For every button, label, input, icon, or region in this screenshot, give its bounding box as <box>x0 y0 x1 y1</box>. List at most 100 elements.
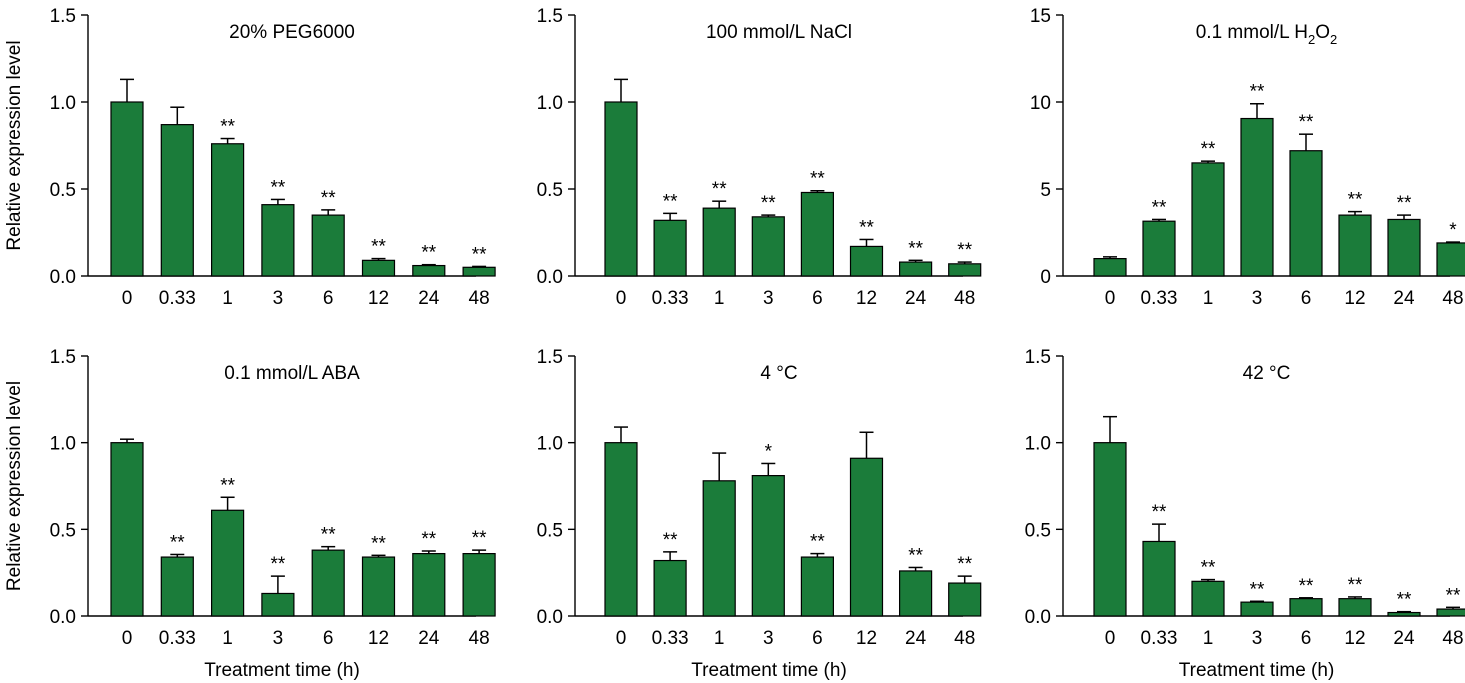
significance-label: ** <box>1397 193 1412 214</box>
bar <box>800 556 835 617</box>
y-tick-label: 0.5 <box>50 520 76 541</box>
x-tick-label: 1 <box>714 628 725 649</box>
bar <box>1142 220 1176 277</box>
x-tick-label: 48 <box>954 288 975 309</box>
y-tick-label: 1.0 <box>537 434 563 455</box>
x-tick-label: 0 <box>616 288 627 309</box>
bar <box>1191 162 1225 277</box>
bar <box>261 204 295 277</box>
significance-label: ** <box>371 533 386 554</box>
x-tick-label: 48 <box>469 288 490 309</box>
bar <box>1436 608 1465 617</box>
x-axis-title: Treatment time (h) <box>204 660 360 681</box>
x-tick-label: 24 <box>905 628 927 649</box>
significance-label: ** <box>712 179 727 200</box>
bar <box>1093 258 1127 277</box>
x-tick-label: 12 <box>368 628 389 649</box>
x-tick-label: 0.33 <box>1141 288 1178 309</box>
x-tick-label: 12 <box>1344 288 1365 309</box>
x-tick-label: 6 <box>323 288 334 309</box>
chart-panel-5: 0.0 0.5 1.0 1.5 0 ** 0.33 1 * 3 ** 6 12 ** 24 ** 48 4 °C T… <box>537 347 982 681</box>
x-tick-label: 6 <box>812 288 823 309</box>
bar <box>849 245 884 277</box>
x-tick-label: 3 <box>763 288 774 309</box>
x-tick-label: 24 <box>1393 288 1415 309</box>
y-axis-title: Relative expression level <box>4 381 25 591</box>
x-tick-label: 3 <box>763 628 774 649</box>
bar <box>462 266 496 277</box>
significance-label: ** <box>1446 585 1461 606</box>
significance-label: ** <box>810 169 825 190</box>
significance-label: ** <box>1201 558 1216 579</box>
significance-label: ** <box>472 244 487 265</box>
bar <box>1436 242 1465 277</box>
y-tick-label: 10 <box>1030 93 1051 114</box>
bar <box>1240 601 1274 617</box>
significance-label: ** <box>371 237 386 258</box>
x-tick-label: 6 <box>1301 628 1312 649</box>
x-tick-label: 3 <box>1252 288 1263 309</box>
y-tick-label: 1.5 <box>537 6 563 27</box>
significance-label: ** <box>1348 190 1363 211</box>
bar <box>948 263 982 277</box>
significance-label: ** <box>1299 576 1314 597</box>
significance-label: ** <box>1250 82 1265 103</box>
significance-label: ** <box>859 217 874 238</box>
significance-label: ** <box>271 554 286 575</box>
y-axis-title: Relative expression level <box>4 40 25 250</box>
chart-panel-4: 0.0 0.5 1.0 1.5 0 ** 0.33 ** 1 ** 3 ** 6 ** 12 ** 24 ** 48… <box>4 347 496 681</box>
significance-label: ** <box>421 529 436 550</box>
bar <box>948 582 982 617</box>
x-tick-label: 0 <box>1105 628 1116 649</box>
x-tick-label: 3 <box>1252 628 1263 649</box>
x-tick-label: 3 <box>273 288 284 309</box>
bar <box>211 509 245 617</box>
y-tick-label: 0.5 <box>1025 520 1051 541</box>
significance-label: ** <box>170 532 185 553</box>
significance-label: ** <box>271 177 286 198</box>
bar <box>898 261 933 277</box>
significance-label: ** <box>663 530 678 551</box>
chart-title: 4 °C <box>760 363 797 384</box>
bar <box>361 556 396 617</box>
y-tick-label: 0.0 <box>537 607 563 628</box>
y-tick-label: 15 <box>1030 6 1051 27</box>
y-tick-label: 0.0 <box>50 267 76 288</box>
chart-title: 20% PEG6000 <box>229 22 355 43</box>
chart-title: 0.1 mmol/L H2O2 <box>1196 22 1338 47</box>
bar <box>702 207 736 277</box>
x-tick-label: 24 <box>418 288 440 309</box>
significance-label: ** <box>1152 502 1167 523</box>
x-tick-label: 0.33 <box>1141 628 1178 649</box>
x-tick-label: 0.33 <box>652 288 689 309</box>
significance-label: ** <box>321 188 336 209</box>
x-tick-label: 12 <box>1344 628 1365 649</box>
x-tick-label: 1 <box>222 628 233 649</box>
significance-label: ** <box>663 191 678 212</box>
bar <box>160 124 194 277</box>
x-tick-label: 48 <box>469 628 490 649</box>
bar <box>800 191 835 277</box>
significance-label: ** <box>908 238 923 259</box>
bar <box>604 442 638 617</box>
bar <box>1387 611 1421 617</box>
x-tick-label: 0.33 <box>159 288 196 309</box>
y-tick-label: 1.0 <box>50 93 76 114</box>
bar <box>1338 214 1372 277</box>
y-tick-label: 0 <box>1040 267 1051 288</box>
bar <box>361 259 396 277</box>
x-tick-label: 24 <box>418 628 440 649</box>
y-tick-label: 1.5 <box>537 347 563 368</box>
x-tick-label: 0 <box>1105 288 1116 309</box>
bar <box>702 480 736 617</box>
x-axis-title: Treatment time (h) <box>691 660 847 681</box>
significance-label: ** <box>1348 575 1363 596</box>
bar <box>1289 150 1323 277</box>
significance-label: ** <box>810 532 825 553</box>
bar <box>412 552 446 617</box>
y-tick-label: 1.0 <box>537 93 563 114</box>
significance-label: ** <box>761 193 776 214</box>
significance-label: ** <box>421 243 436 264</box>
significance-label: ** <box>321 525 336 546</box>
